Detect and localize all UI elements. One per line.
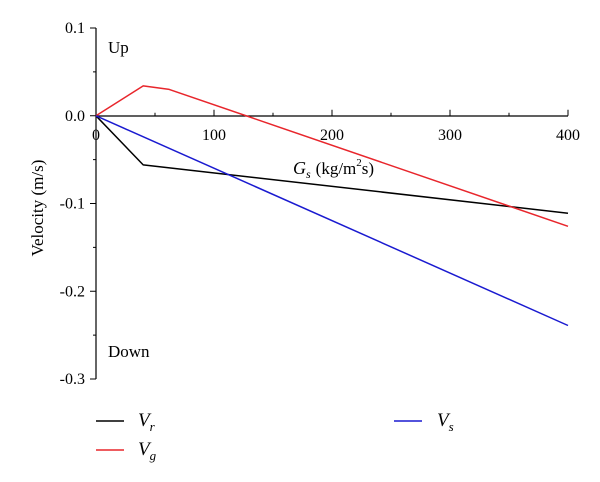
x-axis-title-unit-post: s)	[362, 159, 374, 178]
x-ticks: 0 100 200 300 400	[92, 109, 580, 144]
legend-label-vr: Vr	[138, 410, 156, 434]
x-tick-label: 0	[92, 127, 100, 144]
x-tick-label: 400	[556, 127, 580, 144]
legend-label-vs: Vs	[437, 410, 454, 434]
y-tick-label: -0.1	[60, 196, 85, 213]
x-tick-label: 100	[202, 127, 226, 144]
y-tick-label: 0.0	[65, 108, 85, 125]
legend-item-vg: Vg	[96, 439, 157, 463]
x-tick-label: 300	[438, 127, 462, 144]
x-axis-title-symbol: G	[293, 158, 306, 178]
legend-item-vs: Vs	[394, 410, 454, 434]
y-axis-title: Velocity (m/s)	[28, 160, 47, 257]
x-axis-title-unit-sup: 2	[356, 157, 362, 169]
plot-area: 0.1 0.0 -0.1 -0.2 -0.3 0 100 200 300 400	[60, 20, 580, 388]
y-tick-label: -0.3	[60, 371, 85, 388]
y-tick-label: -0.2	[60, 283, 85, 300]
series-line-vs	[95, 115, 569, 327]
series-line-vr	[95, 115, 569, 214]
annotation-down: Down	[108, 342, 150, 361]
annotation-up: Up	[108, 38, 129, 57]
x-axis-title: Gs (kg/m2s)	[293, 157, 374, 181]
legend-item-vr: Vr	[96, 410, 156, 434]
x-tick-label: 200	[320, 127, 344, 144]
y-ticks: 0.1 0.0 -0.1 -0.2 -0.3	[60, 20, 96, 388]
legend: Vr Vg Vs	[96, 410, 454, 463]
x-axis-title-subscript: s	[306, 167, 311, 181]
legend-label-vg: Vg	[138, 439, 157, 463]
x-axis-title-unit-pre: (kg/m	[316, 159, 357, 178]
y-tick-label: 0.1	[65, 20, 85, 37]
series-line-vg	[95, 85, 569, 228]
series-lines	[95, 85, 569, 327]
